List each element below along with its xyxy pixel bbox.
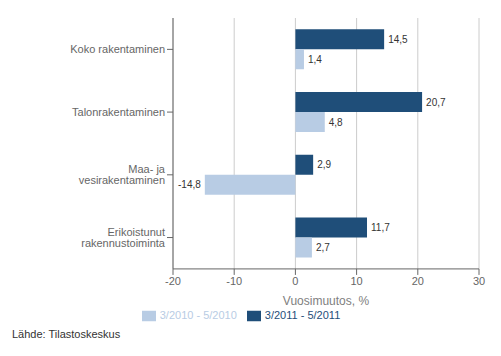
svg-text:Maa- javesirakentaminen: Maa- javesirakentaminen: [79, 163, 166, 186]
svg-text:11,7: 11,7: [371, 222, 390, 233]
html-text:3/2010 - 5/2010: 3/2010 - 5/2010: [159, 308, 237, 321]
svg-text:14,5: 14,5: [388, 34, 408, 45]
svg-text:Vuosimuutos, %: Vuosimuutos, %: [283, 294, 370, 308]
svg-text:-14,8: -14,8: [178, 179, 201, 190]
svg-text:Talonrakentaminen: Talonrakentaminen: [72, 106, 165, 118]
svg-text:20,7: 20,7: [426, 97, 446, 108]
svg-text:2,7: 2,7: [316, 242, 330, 253]
svg-text:10: 10: [350, 275, 362, 287]
svg-text:-10: -10: [226, 275, 242, 287]
svg-text:30: 30: [473, 275, 485, 287]
html-text:3/2011 - 5/2011: 3/2011 - 5/2011: [264, 308, 341, 321]
svg-text:20: 20: [412, 275, 424, 287]
svg-text:Koko rakentaminen: Koko rakentaminen: [70, 43, 165, 55]
svg-text:2,9: 2,9: [317, 159, 331, 170]
svg-text:1,4: 1,4: [308, 54, 322, 65]
svg-text:Erikoistunutrakennustoiminta: Erikoistunutrakennustoiminta: [81, 226, 166, 249]
svg-text:4,8: 4,8: [329, 117, 343, 128]
svg-text:0: 0: [292, 275, 298, 287]
html-text:Lähde: Tilastoskeskus: Lähde: Tilastoskeskus: [12, 328, 121, 340]
svg-text:-20: -20: [165, 275, 181, 287]
